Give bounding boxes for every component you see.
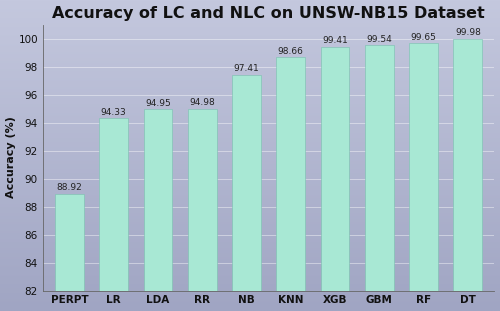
Text: 99.98: 99.98 [455, 28, 481, 37]
Title: Accuracy of LC and NLC on UNSW-NB15 Dataset: Accuracy of LC and NLC on UNSW-NB15 Data… [52, 6, 485, 21]
Text: 99.65: 99.65 [410, 33, 436, 42]
Bar [232, 75, 261, 311]
Bar [320, 47, 350, 311]
Bar [188, 109, 216, 311]
Bar [365, 45, 394, 311]
Text: 94.95: 94.95 [145, 99, 171, 108]
Y-axis label: Accuracy (%): Accuracy (%) [6, 117, 16, 198]
Text: 99.41: 99.41 [322, 36, 348, 45]
Bar [144, 109, 172, 311]
Text: 88.92: 88.92 [56, 183, 82, 192]
Text: 99.54: 99.54 [366, 35, 392, 44]
Text: 97.41: 97.41 [234, 64, 260, 73]
Bar [454, 39, 482, 311]
Text: 94.98: 94.98 [190, 98, 215, 107]
Bar [100, 118, 128, 311]
Text: 98.66: 98.66 [278, 47, 303, 56]
Text: 94.33: 94.33 [101, 108, 126, 117]
Bar [409, 44, 438, 311]
Bar [55, 194, 84, 311]
Bar [276, 57, 305, 311]
